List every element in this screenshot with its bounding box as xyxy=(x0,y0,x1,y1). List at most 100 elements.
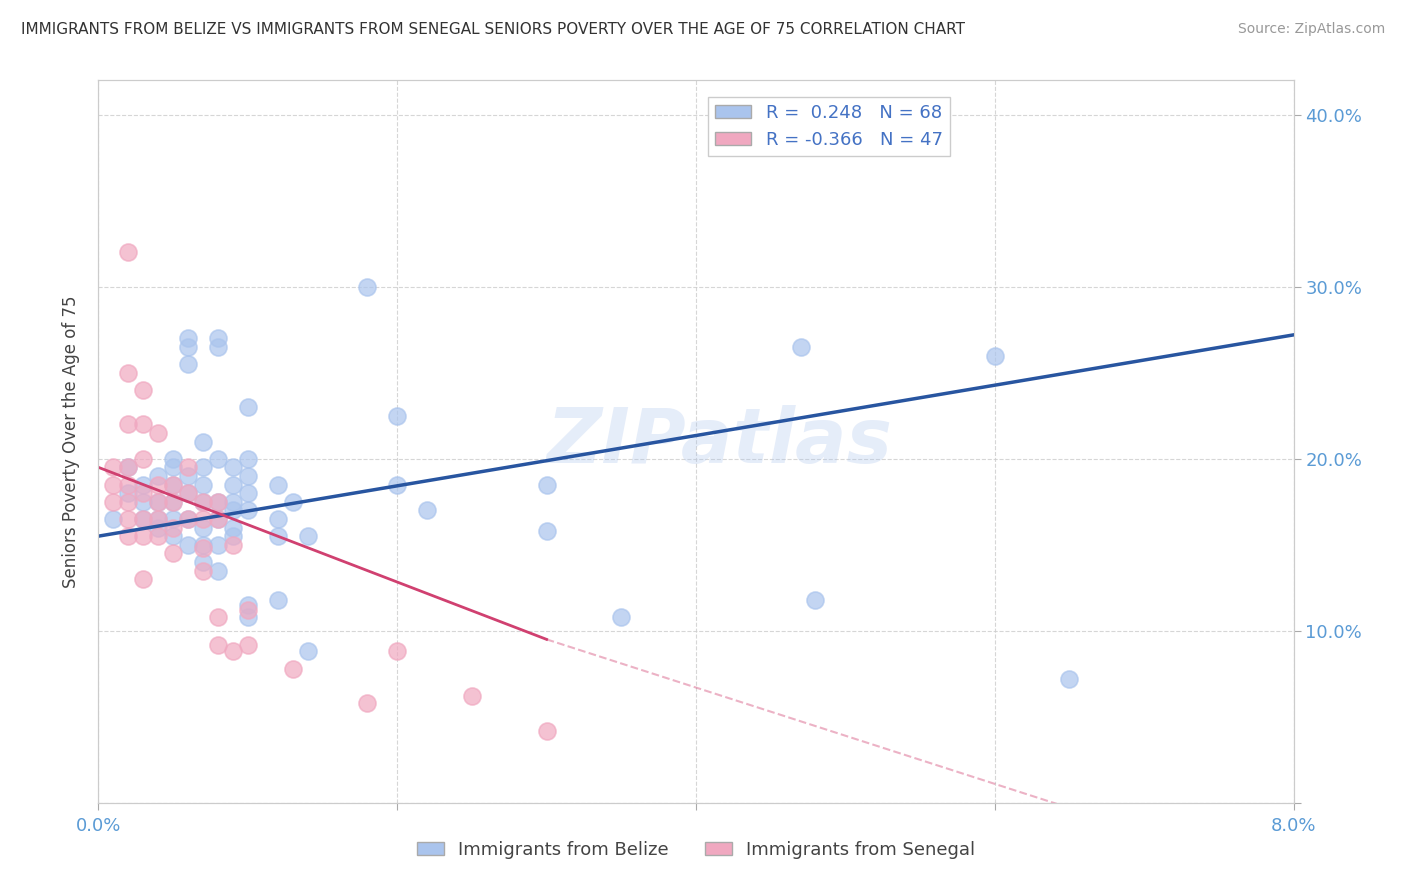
Point xyxy=(536,477,558,491)
Point xyxy=(267,477,290,491)
Text: Source: ZipAtlas.com: Source: ZipAtlas.com xyxy=(1237,22,1385,37)
Point xyxy=(148,512,170,526)
Point xyxy=(385,409,409,423)
Point xyxy=(117,460,139,475)
Point xyxy=(162,494,184,508)
Point xyxy=(162,451,184,466)
Point xyxy=(222,494,245,508)
Point xyxy=(162,494,184,508)
Point xyxy=(236,610,259,624)
Text: IMMIGRANTS FROM BELIZE VS IMMIGRANTS FROM SENEGAL SENIORS POVERTY OVER THE AGE O: IMMIGRANTS FROM BELIZE VS IMMIGRANTS FRO… xyxy=(21,22,965,37)
Point xyxy=(117,529,139,543)
Point xyxy=(132,451,155,466)
Point xyxy=(177,357,200,371)
Point xyxy=(536,723,558,738)
Point xyxy=(236,400,259,414)
Point xyxy=(789,340,811,354)
Point xyxy=(117,245,139,260)
Point xyxy=(297,529,319,543)
Point xyxy=(148,494,170,508)
Y-axis label: Seniors Poverty Over the Age of 75: Seniors Poverty Over the Age of 75 xyxy=(62,295,80,588)
Point xyxy=(177,340,200,354)
Point xyxy=(117,486,139,500)
Point xyxy=(191,434,214,449)
Point xyxy=(177,512,200,526)
Point xyxy=(132,477,155,491)
Point xyxy=(117,417,139,432)
Point xyxy=(236,598,259,612)
Point xyxy=(148,494,170,508)
Point xyxy=(177,512,200,526)
Point xyxy=(984,349,1007,363)
Point xyxy=(222,644,245,658)
Point xyxy=(236,469,259,483)
Point xyxy=(207,638,229,652)
Point xyxy=(162,477,184,491)
Point xyxy=(117,494,139,508)
Point xyxy=(222,538,245,552)
Point xyxy=(177,538,200,552)
Point xyxy=(536,524,558,538)
Point xyxy=(191,494,214,508)
Point xyxy=(191,512,214,526)
Point xyxy=(236,603,259,617)
Point xyxy=(207,538,229,552)
Point xyxy=(103,477,125,491)
Point xyxy=(148,529,170,543)
Point xyxy=(148,477,170,491)
Point xyxy=(207,494,229,508)
Point xyxy=(103,460,125,475)
Point xyxy=(191,520,214,534)
Point xyxy=(222,503,245,517)
Point xyxy=(610,610,633,624)
Point xyxy=(117,512,139,526)
Point xyxy=(177,486,200,500)
Point xyxy=(148,520,170,534)
Legend: Immigrants from Belize, Immigrants from Senegal: Immigrants from Belize, Immigrants from … xyxy=(409,834,983,866)
Point xyxy=(191,564,214,578)
Point xyxy=(191,477,214,491)
Point xyxy=(177,331,200,345)
Point xyxy=(162,520,184,534)
Point xyxy=(1059,672,1081,686)
Point xyxy=(132,383,155,397)
Point xyxy=(148,469,170,483)
Point xyxy=(236,486,259,500)
Point xyxy=(132,494,155,508)
Point xyxy=(132,529,155,543)
Point xyxy=(162,546,184,560)
Point xyxy=(804,592,827,607)
Point xyxy=(281,494,304,508)
Point xyxy=(207,610,229,624)
Point xyxy=(191,541,214,556)
Point xyxy=(207,494,229,508)
Point xyxy=(207,340,229,354)
Point xyxy=(162,529,184,543)
Point xyxy=(297,644,319,658)
Point xyxy=(207,451,229,466)
Point xyxy=(385,644,409,658)
Point xyxy=(207,512,229,526)
Point xyxy=(177,469,200,483)
Point xyxy=(148,512,170,526)
Point xyxy=(162,460,184,475)
Point xyxy=(117,366,139,380)
Point xyxy=(191,555,214,569)
Point xyxy=(132,512,155,526)
Point xyxy=(132,572,155,586)
Point xyxy=(356,696,378,710)
Point xyxy=(236,638,259,652)
Point xyxy=(207,564,229,578)
Point xyxy=(222,529,245,543)
Point xyxy=(148,425,170,440)
Point xyxy=(103,512,125,526)
Point xyxy=(177,486,200,500)
Point xyxy=(207,512,229,526)
Point xyxy=(356,279,378,293)
Point xyxy=(132,486,155,500)
Point xyxy=(281,662,304,676)
Point xyxy=(132,417,155,432)
Point xyxy=(267,592,290,607)
Point xyxy=(267,529,290,543)
Point xyxy=(103,494,125,508)
